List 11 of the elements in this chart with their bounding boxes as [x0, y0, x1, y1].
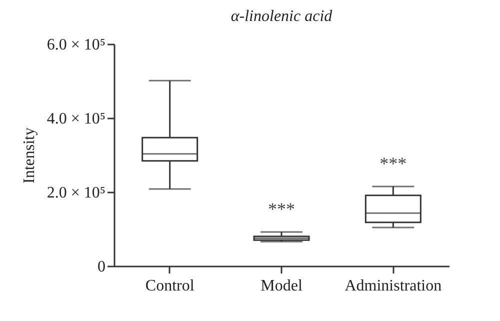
y-tick-label: 4.0 × 10⁵: [46, 110, 106, 128]
annotation: ***: [268, 198, 295, 219]
x-tick-label: Administration: [344, 278, 442, 294]
annotation: ***: [380, 153, 407, 174]
y-axis-title: Intensity: [20, 128, 38, 184]
y-tick-label: 6.0 × 10⁵: [46, 36, 106, 54]
x-tick-label: Control: [145, 278, 195, 294]
y-tick-label: 0: [98, 258, 106, 276]
y-tick-label: 2.0 × 10⁵: [46, 184, 106, 202]
x-tick-label: Model: [260, 278, 303, 294]
chart-title: α-linolenic acid: [230, 8, 334, 25]
